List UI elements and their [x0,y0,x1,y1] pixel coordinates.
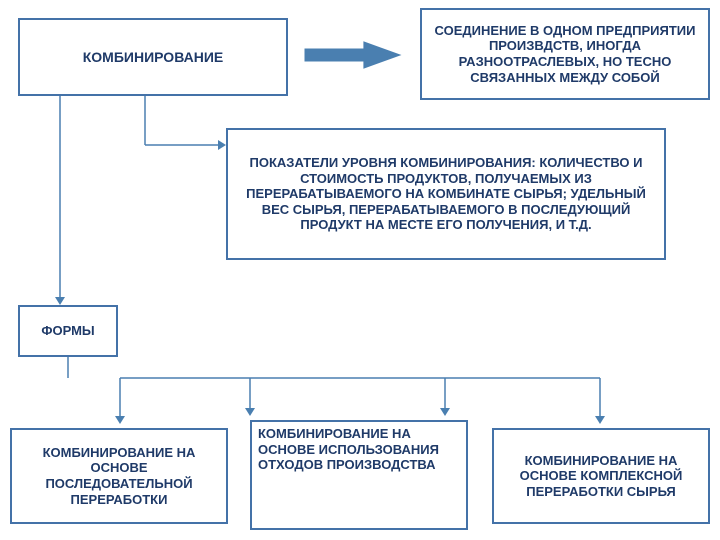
box-definition: СОЕДИНЕНИЕ В ОДНОМ ПРЕДПРИЯТИИ ПРОИЗВДСТ… [420,8,710,100]
box-label: КОМБИНИРОВАНИЕ [83,49,223,66]
box-label: КОМБИНИРОВАНИЕ НА ОСНОВЕ ПОСЛЕДОВАТЕЛЬНО… [18,445,220,507]
box-forms: ФОРМЫ [18,305,118,357]
box-indicators: ПОКАЗАТЕЛИ УРОВНЯ КОМБИНИРОВАНИЯ: КОЛИЧЕ… [226,128,666,260]
box-form-complex: КОМБИНИРОВАНИЕ НА ОСНОВЕ КОМПЛЕКСНОЙ ПЕР… [492,428,710,524]
box-label: СОЕДИНЕНИЕ В ОДНОМ ПРЕДПРИЯТИИ ПРОИЗВДСТ… [428,23,702,85]
box-label: КОМБИНИРОВАНИЕ НА ОСНОВЕ ИСПОЛЬЗОВАНИЯ О… [258,426,460,473]
box-form-waste: КОМБИНИРОВАНИЕ НА ОСНОВЕ ИСПОЛЬЗОВАНИЯ О… [250,420,468,530]
box-label: КОМБИНИРОВАНИЕ НА ОСНОВЕ КОМПЛЕКСНОЙ ПЕР… [500,453,702,500]
box-form-sequential: КОМБИНИРОВАНИЕ НА ОСНОВЕ ПОСЛЕДОВАТЕЛЬНО… [10,428,228,524]
box-kombinirovanie: КОМБИНИРОВАНИЕ [18,18,288,96]
box-label: ФОРМЫ [41,323,94,339]
box-label: ПОКАЗАТЕЛИ УРОВНЯ КОМБИНИРОВАНИЯ: КОЛИЧЕ… [234,155,658,233]
